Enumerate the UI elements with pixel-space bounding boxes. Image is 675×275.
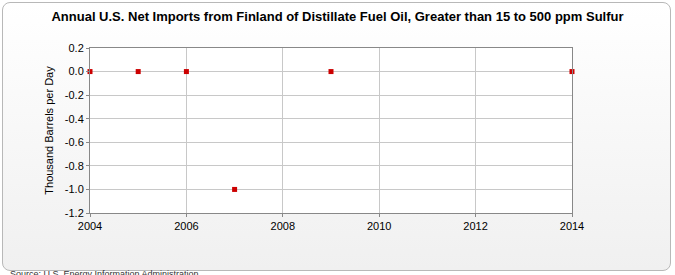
svg-text:2010: 2010: [367, 220, 391, 232]
svg-text:-1.2: -1.2: [65, 207, 84, 219]
svg-text:-0.4: -0.4: [65, 113, 84, 125]
svg-text:2014: 2014: [560, 220, 584, 232]
svg-text:2004: 2004: [78, 220, 102, 232]
svg-text:0.2: 0.2: [69, 42, 84, 54]
svg-text:0.0: 0.0: [69, 65, 84, 77]
svg-text:Thousand Barrels per Day: Thousand Barrels per Day: [43, 66, 55, 195]
svg-text:2008: 2008: [271, 220, 295, 232]
svg-text:Source: U.S. Energy Informatio: Source: U.S. Energy Information Administ…: [10, 269, 199, 275]
svg-text:-0.6: -0.6: [65, 136, 84, 148]
svg-text:-0.8: -0.8: [65, 160, 84, 172]
svg-text:-1.0: -1.0: [65, 183, 84, 195]
svg-text:-0.2: -0.2: [65, 89, 84, 101]
svg-text:Annual U.S. Net Imports from F: Annual U.S. Net Imports from Finland of …: [51, 9, 623, 24]
svg-text:2006: 2006: [174, 220, 198, 232]
svg-text:2012: 2012: [463, 220, 487, 232]
